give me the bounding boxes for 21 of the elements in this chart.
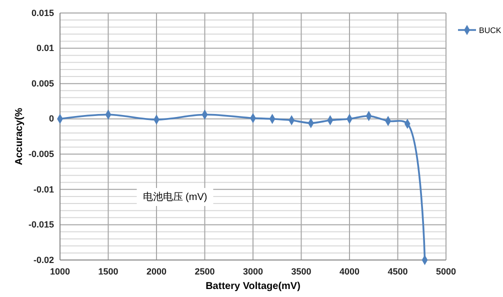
annotation: 电池电压 (mV) [142,191,208,203]
x-tick-label: 4500 [388,266,408,276]
x-tick-label: 4000 [339,266,360,276]
y-tick-label: 0.01 [36,43,54,54]
x-tick-label: 2500 [194,266,215,276]
y-tick-label: 0.015 [31,8,54,18]
x-tick-label: 5000 [436,266,456,276]
x-tick-label: 3500 [291,266,312,276]
y-axis-title: Accuracy(% [14,108,25,166]
x-tick-label: 1000 [50,266,70,276]
x-tick-label: 1500 [98,266,118,276]
y-tick-label: -0.02 [33,254,54,265]
y-tick-label: -0.015 [28,220,54,230]
x-tick-label: 3000 [242,266,264,276]
legend-label: BUCK [479,26,502,35]
y-tick-label: 0.005 [31,78,54,88]
y-tick-label: 0 [48,114,54,124]
x-axis-title: Battery Voltage(mV) [206,281,300,292]
y-tick-label: -0.005 [28,149,54,160]
x-tick-label: 2000 [146,266,167,276]
y-tick-label: -0.01 [33,184,54,194]
